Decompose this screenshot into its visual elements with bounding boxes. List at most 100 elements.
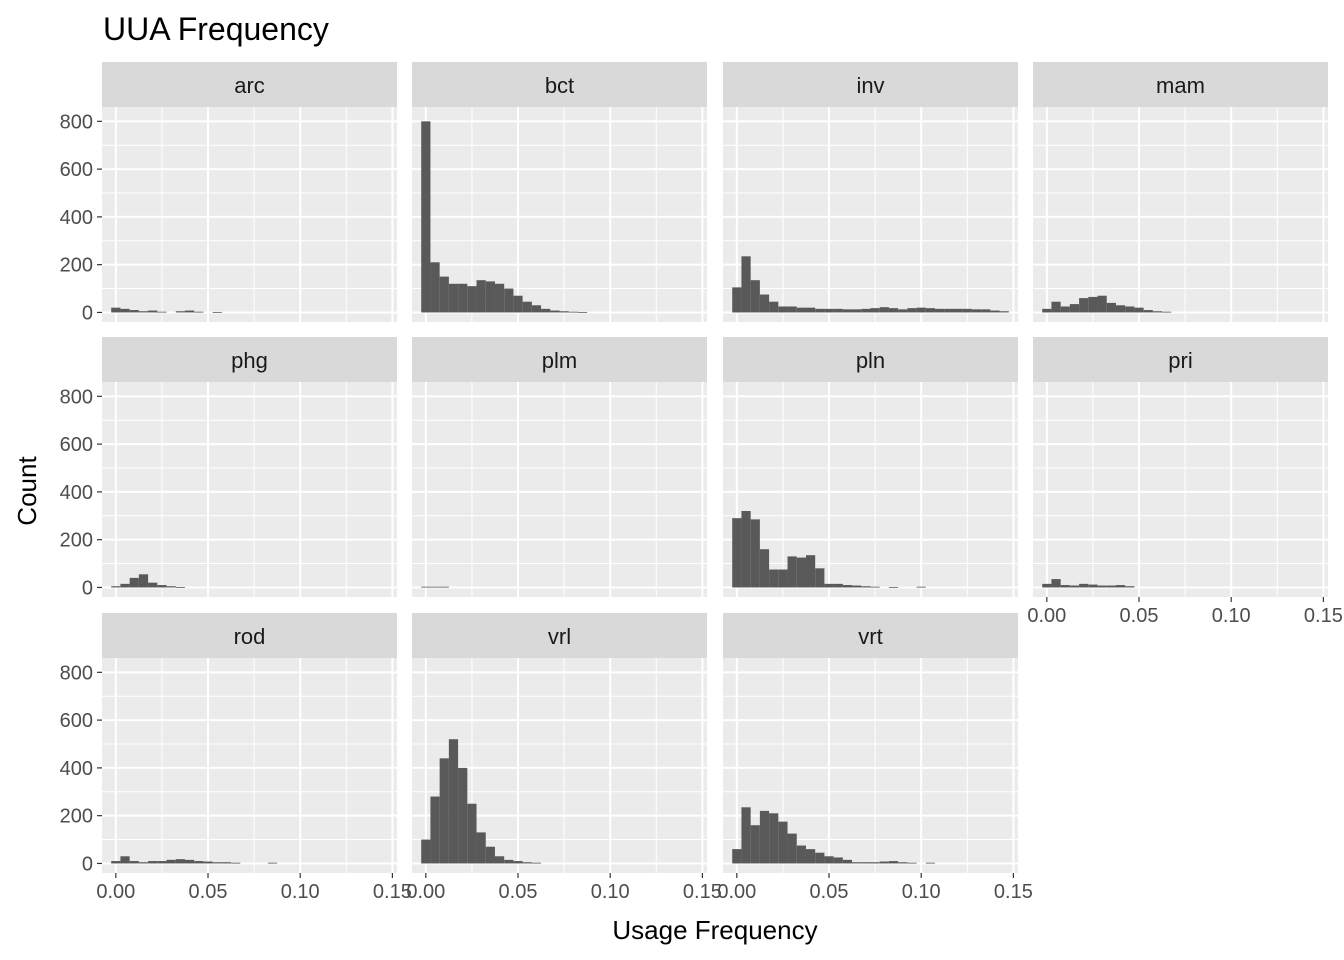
histogram-bar-vrt-10 [824,856,834,864]
facet-panel-pri: pri 0.00 0.05 0.10 0.15 [1027,337,1343,627]
histogram-bar-vrl-5 [467,803,477,864]
histogram-bar-pri-8 [1115,585,1126,588]
histogram-bar-pln-0 [732,518,742,588]
y-tick-label: 200 [60,806,93,828]
histogram-bar-vrt-7 [796,845,806,864]
histogram-bar-vrt-13 [852,862,862,864]
x-tick-label: 0.10 [591,881,630,903]
facet-label-vrl: vrl [548,624,571,649]
histogram-bar-inv-25 [962,308,972,313]
histogram-bar-inv-16 [879,307,889,313]
histogram-bar-vrl-1 [430,796,440,864]
facet-panel-arc: arc 0 200 400 600 800 [60,62,397,324]
facet-strip-pri [1033,337,1328,382]
histogram-bar-rod-5 [157,861,167,864]
y-tick-label: 600 [60,434,93,456]
histogram-bar-rod-9 [194,861,204,864]
histogram-bar-vrt-21 [925,862,936,864]
y-tick-label: 400 [60,482,93,504]
histogram-bar-vrt-11 [833,857,843,864]
y-tick-label: 800 [60,662,93,684]
y-axis-title: Count [12,456,42,526]
histogram-bar-bct-5 [467,286,477,313]
histogram-bar-arc-9 [194,311,204,313]
histogram-bar-pri-3 [1069,585,1080,588]
histogram-bar-phg-0 [111,586,121,588]
x-tick-label: 0.10 [902,881,941,903]
facet-panel-bct: bct [412,62,707,322]
histogram-bar-phg-1 [120,583,130,588]
histogram-bar-inv-27 [981,309,991,313]
facet-plot-area-pln [723,382,1018,597]
histogram-bar-mam-7 [1106,302,1116,313]
histogram-bar-vrt-2 [750,825,760,864]
histogram-bar-mam-5 [1088,296,1098,313]
histogram-bar-vrl-9 [504,859,514,864]
facet-plot-area-arc [102,107,397,322]
histogram-bar-inv-20 [916,307,926,313]
histogram-bar-pln-2 [750,519,760,588]
x-tick-label: 0.05 [499,881,538,903]
y-tick-label: 0 [82,577,93,599]
histogram-bar-pln-7 [796,557,806,588]
histogram-bar-plm-2 [439,586,449,588]
histogram-bar-mam-9 [1125,306,1135,313]
histogram-bar-vrl-11 [522,862,532,864]
histogram-bar-bct-13 [541,308,551,313]
histogram-bar-inv-28 [990,310,1000,313]
facet-label-rod: rod [234,624,266,649]
histogram-bar-pln-3 [759,549,770,588]
histogram-bar-vrt-18 [898,862,908,864]
facet-strip-phg [102,337,397,382]
histogram-bar-vrl-2 [439,758,449,864]
histogram-bar-bct-14 [550,310,560,313]
histogram-bar-inv-5 [778,306,788,313]
histogram-bar-bct-6 [476,280,486,313]
chart-title: UUA Frequency [103,11,329,47]
histogram-bar-pln-17 [888,586,899,588]
histogram-bar-inv-4 [769,301,779,313]
histogram-bar-inv-21 [925,308,936,313]
histogram-bar-vrt-4 [769,813,779,864]
x-tick-label: 0.00 [406,881,445,903]
histogram-bar-pri-1 [1051,579,1061,588]
histogram-bar-pri-4 [1079,583,1089,588]
histogram-bar-mam-1 [1051,301,1061,313]
histogram-bar-inv-3 [759,294,770,313]
histogram-bar-vrt-17 [888,861,899,864]
histogram-bar-pln-4 [769,569,779,588]
facet-plot-area-inv [723,107,1018,322]
histogram-bar-bct-10 [513,295,523,313]
histogram-bar-rod-13 [231,862,241,864]
histogram-bar-pri-6 [1097,585,1107,588]
histogram-bar-vrl-0 [421,839,431,864]
facet-strip-arc [102,62,397,107]
histogram-bar-rod-10 [203,861,213,864]
histogram-bar-vrt-5 [778,821,788,864]
histogram-bar-phg-3 [138,574,149,588]
histogram-bar-inv-7 [796,307,806,313]
facet-label-pri: pri [1168,348,1192,373]
facet-panel-vrl: vrl 0.00 0.05 0.10 0.15 [406,613,722,903]
facet-plot-area-rod [102,658,397,873]
x-tick-label: 0.05 [810,881,849,903]
histogram-bar-inv-23 [944,308,954,313]
histogram-bar-pln-11 [833,583,843,588]
x-axis-title: Usage Frequency [612,915,817,945]
histogram-bar-mam-0 [1042,308,1052,313]
histogram-bar-pri-2 [1060,585,1070,588]
histogram-bar-vrl-4 [458,767,468,864]
facet-plot-area-plm [412,382,707,597]
facet-label-vrt: vrt [858,624,882,649]
histogram-bar-inv-6 [787,306,797,313]
facet-label-bct: bct [545,73,574,98]
histogram-bar-mam-3 [1069,304,1080,313]
facet-plot-area-mam [1033,107,1328,322]
histogram-bar-vrt-19 [907,862,917,864]
facet-strip-plm [412,337,707,382]
histogram-bar-inv-17 [888,308,899,313]
histogram-bar-bct-4 [458,283,468,313]
histogram-bar-arc-5 [157,311,167,313]
histogram-bar-rod-3 [138,862,149,864]
histogram-bar-inv-10 [824,308,834,313]
